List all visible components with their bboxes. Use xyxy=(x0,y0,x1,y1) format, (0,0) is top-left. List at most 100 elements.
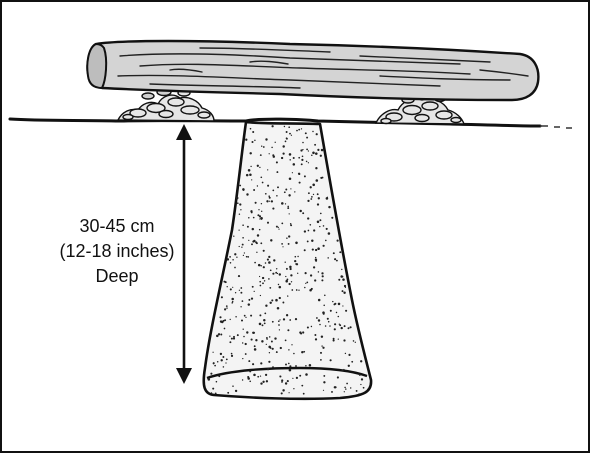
soil-speck xyxy=(351,360,354,363)
soil-speck xyxy=(232,258,234,261)
soil-speck xyxy=(294,255,297,258)
soil-speck xyxy=(266,200,269,203)
soil-speck xyxy=(334,258,337,261)
soil-speck xyxy=(260,265,262,267)
soil-speck xyxy=(307,192,310,195)
soil-speck xyxy=(273,259,276,262)
soil-speck xyxy=(259,280,262,283)
soil-speck xyxy=(246,193,249,196)
soil-speck xyxy=(285,188,288,191)
soil-speck xyxy=(270,340,273,343)
soil-speck xyxy=(265,304,268,307)
soil-speck xyxy=(283,191,286,194)
soil-speck xyxy=(315,256,317,259)
soil-speck xyxy=(307,199,310,203)
soil-speck xyxy=(275,271,278,274)
soil-speck xyxy=(277,186,279,189)
soil-speck xyxy=(302,331,305,334)
soil-speck xyxy=(271,125,274,128)
soil-speck xyxy=(303,350,306,353)
soil-speck xyxy=(298,173,301,176)
soil-speck xyxy=(295,241,298,245)
soil-speck xyxy=(294,259,297,263)
soil-speck xyxy=(250,165,252,168)
soil-speck xyxy=(233,235,235,237)
soil-speck xyxy=(220,359,223,362)
soil-speck xyxy=(303,230,307,233)
soil-speck xyxy=(307,229,310,232)
soil-speck xyxy=(236,334,239,337)
soil-speck xyxy=(323,381,326,384)
soil-speck xyxy=(343,291,346,294)
soil-speck xyxy=(222,319,225,322)
soil-speck xyxy=(253,345,256,348)
soil-speck xyxy=(268,360,271,363)
soil-speck xyxy=(349,326,352,329)
soil-speck xyxy=(331,216,334,219)
soil-speck xyxy=(248,360,251,363)
soil-speck xyxy=(282,145,285,148)
soil-speck xyxy=(245,173,249,177)
soil-speck xyxy=(254,261,256,264)
soil-speck xyxy=(267,169,269,171)
soil-speck xyxy=(354,341,356,343)
soil-speck xyxy=(337,338,339,340)
soil-speck xyxy=(360,360,363,363)
soil-speck xyxy=(268,195,270,197)
soil-speck xyxy=(334,323,337,326)
soil-speck xyxy=(317,319,321,322)
soil-speck xyxy=(315,133,318,136)
soil-speck xyxy=(229,256,231,258)
soil-speck xyxy=(327,257,329,259)
soil-speck xyxy=(320,359,322,361)
soil-speck xyxy=(343,391,345,393)
soil-speck xyxy=(278,273,282,276)
soil-speck xyxy=(275,268,278,270)
soil-speck xyxy=(323,304,325,307)
soil-speck xyxy=(225,358,228,361)
soil-speck xyxy=(241,246,243,248)
soil-speck xyxy=(224,308,227,311)
soil-speck xyxy=(315,179,319,182)
soil-speck xyxy=(321,275,324,278)
soil-speck xyxy=(215,380,218,383)
soil-speck xyxy=(360,378,364,381)
soil-speck xyxy=(279,346,282,350)
soil-speck xyxy=(281,379,284,382)
soil-speck xyxy=(240,306,242,308)
soil-speck xyxy=(345,309,348,312)
soil-speck xyxy=(299,209,302,213)
soil-speck xyxy=(348,353,351,356)
soil-speck xyxy=(319,351,323,354)
soil-speck xyxy=(340,326,343,330)
soil-speck xyxy=(333,303,336,306)
soil-speck xyxy=(285,363,287,366)
soil-speck xyxy=(250,297,254,300)
soil-speck xyxy=(312,130,314,133)
soil-speck xyxy=(355,389,358,392)
soil-speck xyxy=(289,223,292,225)
soil-speck xyxy=(327,320,330,323)
soil-speck xyxy=(248,239,250,241)
soil-speck xyxy=(284,261,286,263)
soil-speck xyxy=(337,302,341,306)
soil-speck xyxy=(295,365,297,367)
soil-speck xyxy=(230,352,233,355)
soil-speck xyxy=(325,239,327,242)
soil-speck xyxy=(350,387,352,389)
soil-speck xyxy=(229,341,232,344)
soil-speck xyxy=(305,373,308,376)
soil-speck xyxy=(304,132,307,135)
soil-speck xyxy=(316,220,320,224)
soil-speck xyxy=(282,246,284,248)
soil-speck xyxy=(248,217,250,219)
soil-speck xyxy=(321,176,324,179)
soil-speck xyxy=(275,298,278,302)
soil-speck xyxy=(282,318,286,321)
soil-speck xyxy=(288,177,292,180)
soil-speck xyxy=(324,325,327,327)
soil-speck xyxy=(278,285,282,289)
soil-speck xyxy=(242,357,244,360)
soil-speck xyxy=(217,333,221,336)
soil-speck xyxy=(263,322,266,325)
